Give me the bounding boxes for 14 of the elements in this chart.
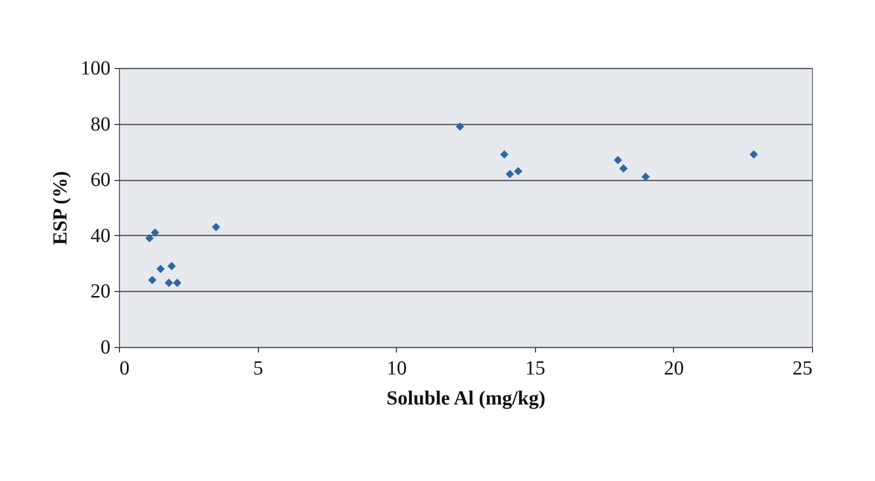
x-tick-label: 25 xyxy=(792,358,812,380)
y-tick-label: 0 xyxy=(100,336,110,358)
y-tick-label: 20 xyxy=(90,280,110,303)
y-tick-label: 100 xyxy=(80,58,110,80)
y-tick-label: 40 xyxy=(90,224,110,247)
y-tick-label: 80 xyxy=(90,113,110,136)
x-tick-label: 0 xyxy=(120,358,130,380)
y-axis-title: ESP (%) xyxy=(50,171,72,245)
x-tick-label: 15 xyxy=(525,358,546,380)
x-tick-label: 20 xyxy=(664,358,684,380)
x-axis-title: Soluble Al (mg/kg) xyxy=(386,388,546,410)
x-tick-label: 5 xyxy=(253,358,264,380)
x-tick-label: 10 xyxy=(386,358,407,380)
y-tick-label: 60 xyxy=(90,169,110,192)
